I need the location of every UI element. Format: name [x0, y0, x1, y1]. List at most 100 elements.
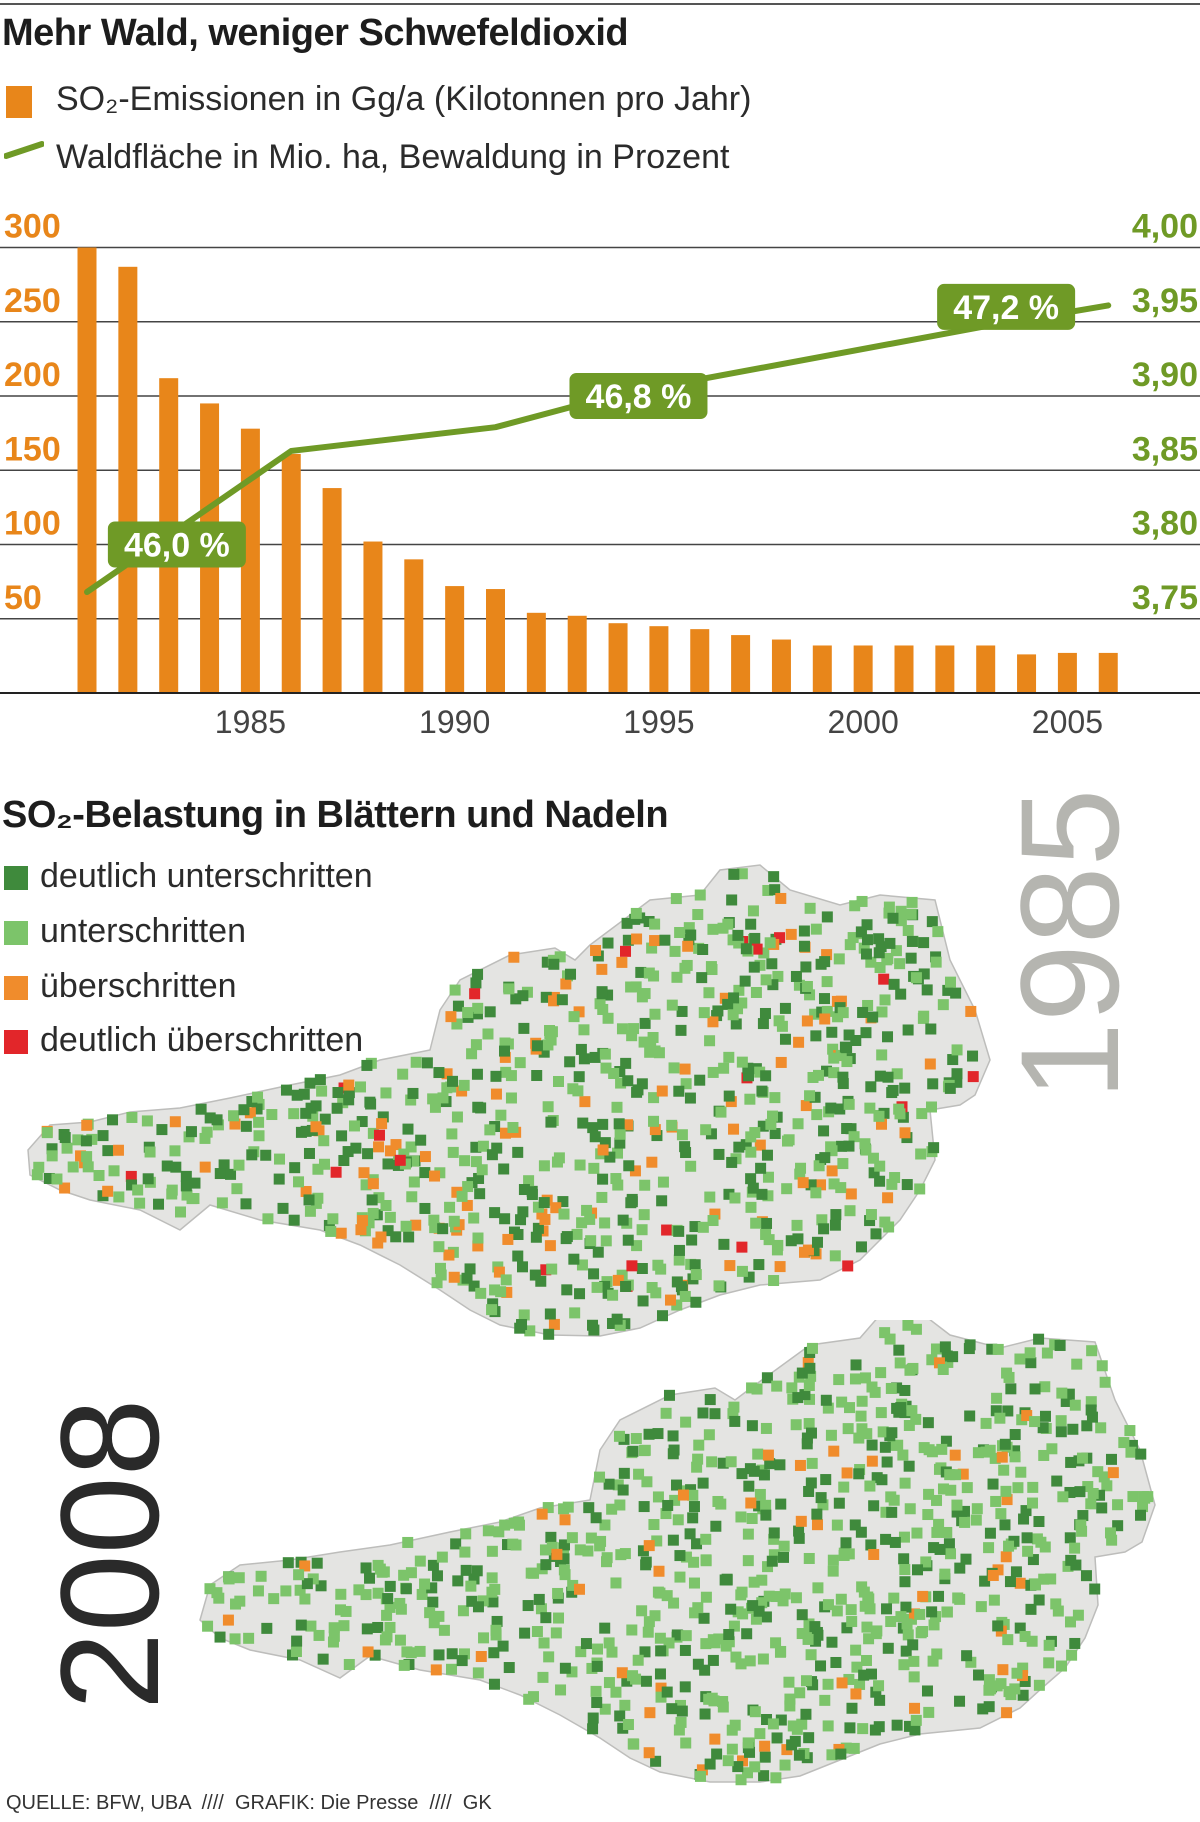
map-sample-dot: [489, 1583, 501, 1595]
map-sample-dot: [757, 1018, 769, 1030]
map-sample-dot: [885, 1616, 897, 1628]
map-sample-dot: [766, 958, 778, 970]
map-sample-dot: [679, 1063, 691, 1075]
map-sample-dot: [1003, 1686, 1015, 1698]
map-sample-dot: [689, 1221, 701, 1233]
map-sample-dot: [626, 1260, 638, 1272]
map-sample-dot: [660, 1508, 672, 1520]
map-sample-dot: [540, 1559, 552, 1571]
map-legend-label-2: überschritten: [40, 967, 237, 1005]
map-sample-dot: [461, 1272, 473, 1284]
map-sample-dot: [363, 1217, 375, 1229]
map-sample-dot: [343, 1087, 355, 1099]
map-sample-dot: [666, 1119, 678, 1131]
map-sample-dot: [668, 1062, 680, 1074]
map-sample-dot: [895, 905, 907, 917]
map-sample-dot: [794, 1687, 806, 1699]
map-sample-dot: [620, 1057, 632, 1069]
map-sample-dot: [550, 1627, 562, 1639]
map-sample-dot: [491, 1142, 503, 1154]
map-sample-dot: [1014, 1577, 1026, 1589]
map-sample-dot: [141, 1115, 153, 1127]
map-sample-dot: [798, 940, 810, 952]
map-sample-dot: [835, 995, 847, 1007]
map-sample-dot: [700, 1124, 712, 1136]
map-sample-dot: [835, 1593, 847, 1605]
map-sample-dot: [759, 1751, 771, 1763]
map-sample-dot: [244, 1107, 256, 1119]
map-sample-dot: [717, 1696, 729, 1708]
map-sample-dot: [537, 1671, 549, 1683]
map-sample-dot: [548, 1318, 560, 1330]
map-sample-dot: [848, 1742, 860, 1754]
map-sample-dot: [902, 924, 914, 936]
bar-so2-1987: [322, 488, 342, 693]
map-sample-dot: [745, 1146, 757, 1158]
map-sample-dot: [843, 1673, 855, 1685]
map-sample-dot: [806, 1342, 818, 1354]
map-sample-dot: [891, 1719, 903, 1731]
map-sample-dot: [1142, 1491, 1154, 1503]
map-legend-label-1: unterschritten: [40, 912, 246, 950]
map-sample-dot: [928, 1542, 940, 1554]
map-sample-dot: [358, 1167, 370, 1179]
map-sample-dot: [470, 1039, 482, 1051]
map-sample-dot: [495, 1286, 507, 1298]
map-sample-dot: [229, 1118, 241, 1130]
map-sample-dot: [883, 901, 895, 913]
map-sample-dot: [685, 929, 697, 941]
map-sample-dot: [870, 1228, 882, 1240]
map-sample-dot: [636, 1263, 648, 1275]
map-sample-dot: [833, 1374, 845, 1386]
map-sample-dot: [763, 1590, 775, 1602]
map-sample-dot: [307, 1110, 319, 1122]
map-sample-dot: [650, 1755, 662, 1767]
map-sample-dot: [727, 1009, 739, 1021]
map-sample-dot: [791, 1219, 803, 1231]
map-sample-dot: [837, 1078, 849, 1090]
map-sample-dot: [590, 1512, 602, 1524]
map-sample-dot: [999, 1438, 1011, 1450]
map-sample-dot: [866, 1668, 878, 1680]
map-sample-dot: [779, 1759, 791, 1771]
map-sample-dot: [749, 932, 761, 944]
map-sample-dot: [451, 1018, 463, 1030]
map-sample-dot: [810, 923, 822, 935]
map-sample-dot: [803, 1418, 815, 1430]
map-sample-dot: [643, 916, 655, 928]
map-sample-dot: [450, 1538, 462, 1550]
map-sample-dot: [188, 1193, 200, 1205]
map-sample-dot: [830, 1209, 842, 1221]
map-sample-dot: [636, 1078, 648, 1090]
map-sample-dot: [626, 1624, 638, 1636]
map-sample-dot: [661, 1224, 673, 1236]
map-sample-dot: [372, 1559, 384, 1571]
map-sample-dot: [816, 1214, 828, 1226]
map-sample-dot: [240, 1120, 252, 1132]
map-sample-dot: [578, 1053, 590, 1065]
map-sample-dot: [484, 1006, 496, 1018]
map-sample-dot: [216, 1197, 228, 1209]
map-sample-dot: [546, 1026, 558, 1038]
map-sample-dot: [687, 1489, 699, 1501]
map-sample-dot: [792, 1118, 804, 1130]
map-sample-dot: [856, 895, 868, 907]
map-sample-dot: [892, 1439, 904, 1451]
map-sample-dot: [652, 1491, 664, 1503]
map-sample-dot: [681, 959, 693, 971]
map-sample-dot: [348, 1120, 360, 1132]
map-sample-dot: [655, 1645, 667, 1657]
map-sample-dot: [246, 1149, 258, 1161]
map-sample-dot: [1069, 1399, 1081, 1411]
map-sample-dot: [288, 1108, 300, 1120]
map-sample-dot: [725, 1603, 737, 1615]
map-sample-dot: [897, 1449, 909, 1461]
map-sample-dot: [390, 1139, 402, 1151]
map-2008: [199, 1320, 1156, 1786]
map-sample-dot: [777, 1595, 789, 1607]
map-sample-dot: [315, 1580, 327, 1592]
map-sample-dot: [729, 1192, 741, 1204]
map-sample-dot: [838, 1549, 850, 1561]
map-sample-dot: [954, 1593, 966, 1605]
map-sample-dot: [902, 1629, 914, 1641]
